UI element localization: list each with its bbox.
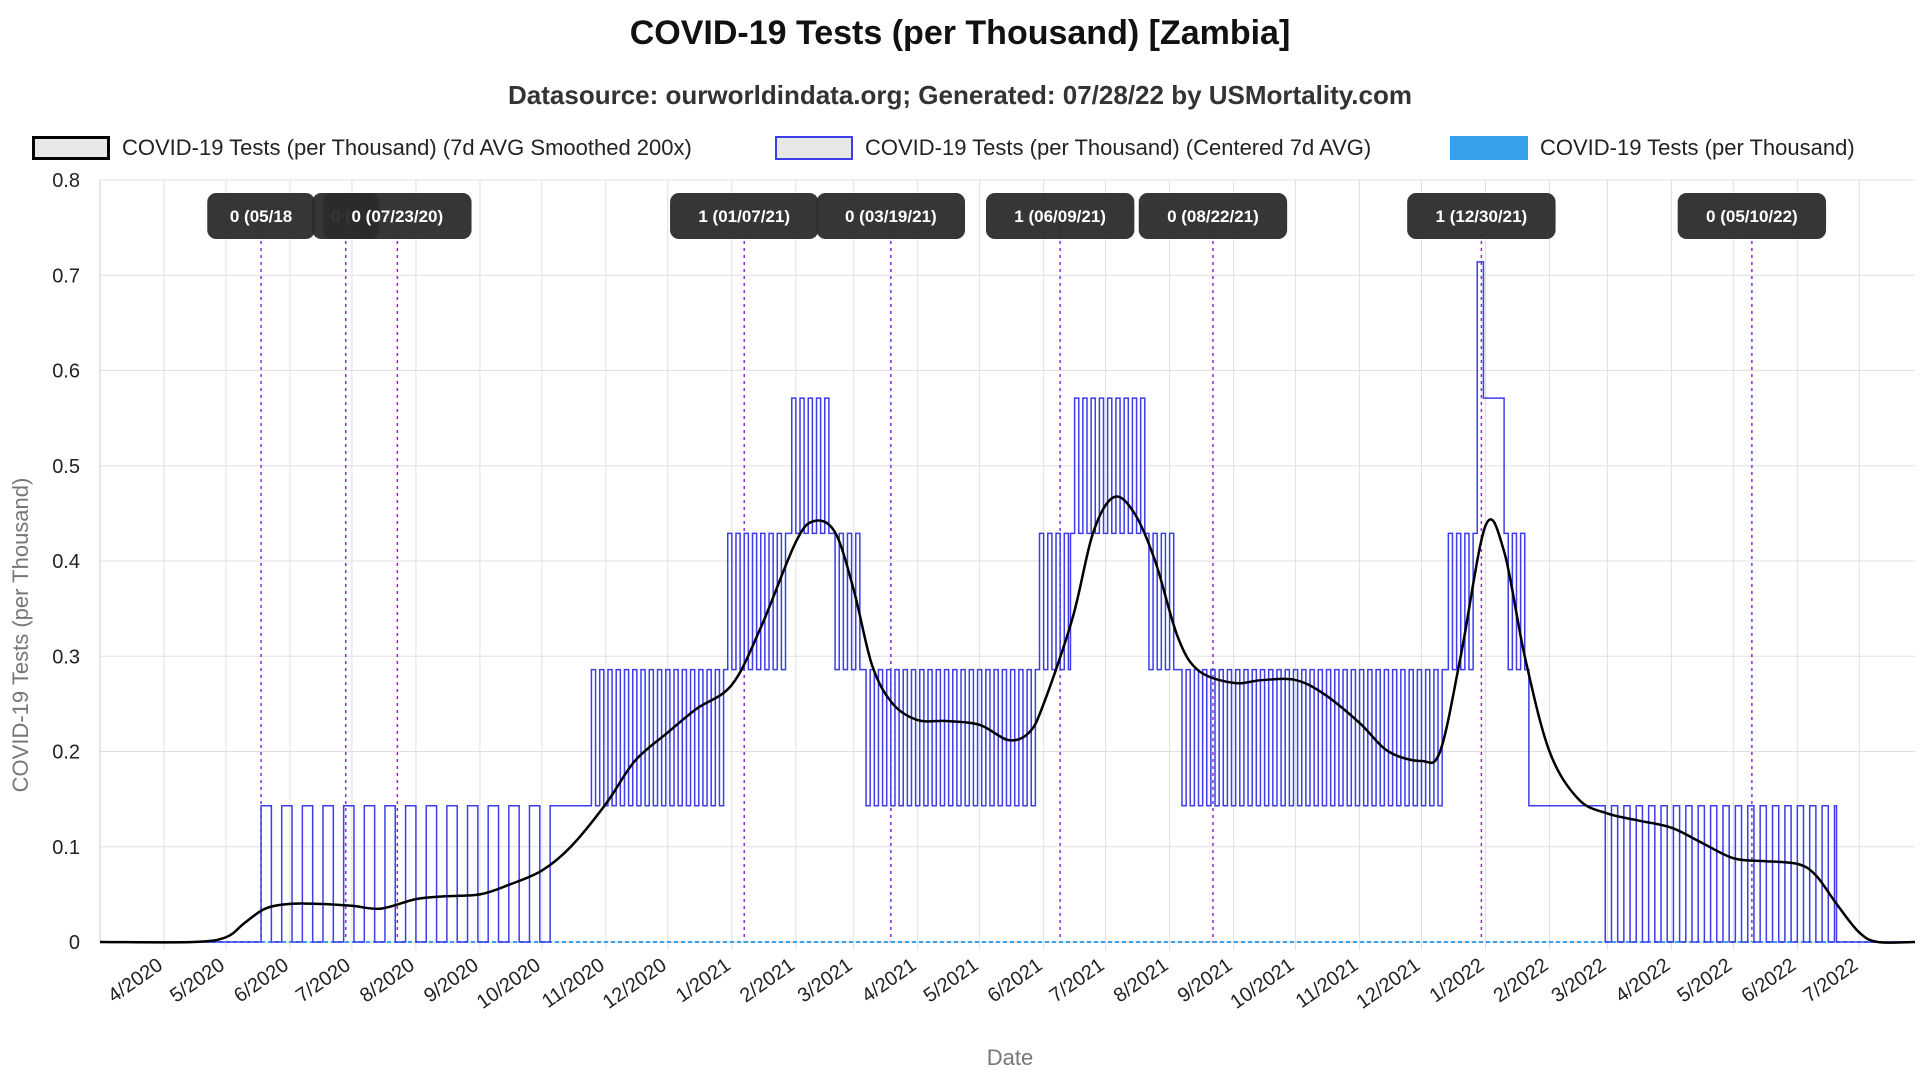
x-tick-label: 6/2020 — [230, 954, 293, 1007]
x-tick-label: 1/2021 — [672, 954, 735, 1007]
legend-item-centered[interactable]: COVID-19 Tests (per Thousand) (Centered … — [775, 130, 1371, 166]
x-tick-label: 10/2021 — [1227, 954, 1299, 1013]
legend-label-raw: COVID-19 Tests (per Thousand) — [1540, 135, 1855, 160]
annotation-label-box — [816, 193, 966, 239]
y-tick-label: 0.8 — [52, 170, 80, 192]
y-axis: 0 0.1 0.2 0.3 0.4 0.5 0.6 0.7 0.8 — [52, 170, 101, 954]
series-centered-line — [100, 261, 1915, 943]
annotation-label: 0 (03/19/21) — [816, 193, 966, 239]
x-tick-label: 12/2021 — [1353, 954, 1425, 1013]
legend-label-smoothed: COVID-19 Tests (per Thousand) (7d AVG Sm… — [122, 135, 692, 160]
y-tick-label: 0.1 — [52, 837, 80, 859]
y-tick-label: 0.6 — [52, 361, 80, 383]
series-lines — [99, 261, 1916, 944]
y-tick-label: 0.5 — [52, 456, 80, 478]
annotation-label: 1 (06/09/21) — [985, 193, 1135, 239]
x-tick-label: 8/2020 — [356, 954, 419, 1007]
x-tick-label: 5/2021 — [920, 954, 983, 1007]
annotation-label-text: 0 (03/19/21) — [845, 207, 937, 226]
annotation-label-text: 1 (01/07/21) — [698, 207, 790, 226]
annotation-markers — [260, 220, 1753, 942]
y-tick-label: 0.4 — [52, 551, 80, 573]
legend-swatch-centered — [775, 136, 853, 160]
annotation-label: 0 (05/10/22) — [1677, 193, 1827, 239]
annotation-label-text: 0 (07/23/20) — [351, 207, 443, 226]
x-tick-label: 4/2021 — [858, 954, 921, 1007]
legend-label-centered: COVID-19 Tests (per Thousand) (Centered … — [865, 135, 1372, 160]
y-axis-label: COVID-19 Tests (per Thousand) — [8, 478, 33, 793]
annotation-labels: 0 (05/180 (00 (07/23/20)1 (01/07/21)0 (0… — [207, 193, 1827, 239]
chart-title: COVID-19 Tests (per Thousand) [Zambia] — [629, 14, 1291, 52]
annotation-label: 0 (07/23/20) — [323, 193, 472, 239]
annotation-label-text: 1 (12/30/21) — [1436, 207, 1528, 226]
legend-swatch-smoothed — [32, 136, 110, 160]
x-tick-label: 4/2022 — [1611, 954, 1674, 1007]
x-tick-label: 11/2021 — [1292, 954, 1363, 1013]
x-tick-label: 5/2020 — [166, 954, 229, 1007]
x-axis: 4/2020 5/2020 6/2020 7/2020 8/2020 9/202010/2… — [100, 941, 1915, 1014]
legend-swatch-raw — [1450, 136, 1528, 160]
grid-lines — [100, 179, 1915, 950]
annotation-label-box — [1407, 193, 1556, 239]
annotation-label: 0 (05/18 — [207, 193, 315, 239]
x-axis-label: Date — [987, 1045, 1033, 1070]
y-tick-label: 0.2 — [52, 742, 80, 764]
x-tick-label: 11/2020 — [538, 954, 609, 1013]
legend-item-smoothed[interactable]: COVID-19 Tests (per Thousand) (7d AVG Sm… — [32, 130, 692, 166]
x-tick-label: 1/2022 — [1426, 954, 1489, 1007]
x-tick-label: 6/2021 — [984, 954, 1047, 1007]
x-tick-label: 9/2020 — [420, 954, 483, 1007]
annotation-label-box — [985, 193, 1135, 239]
x-tick-label: 3/2021 — [794, 954, 857, 1007]
x-tick-label: 8/2021 — [1110, 954, 1173, 1007]
x-tick-label: 12/2020 — [599, 954, 671, 1013]
annotation-label-box — [1677, 193, 1827, 239]
x-tick-label: 2/2021 — [736, 954, 799, 1007]
y-tick-label: 0.7 — [52, 265, 80, 287]
legend: COVID-19 Tests (per Thousand) (7d AVG Sm… — [0, 130, 1920, 166]
annotation-label-box — [323, 193, 472, 239]
annotation-label: 1 (01/07/21) — [670, 193, 819, 239]
x-tick-label: 4/2020 — [104, 954, 167, 1007]
x-tick-label: 7/2022 — [1799, 954, 1862, 1007]
annotation-label-text: 1 (06/09/21) — [1014, 207, 1106, 226]
annotation-label: 0 (08/22/21) — [1138, 193, 1288, 239]
x-tick-label: 9/2021 — [1174, 954, 1237, 1007]
y-tick-label: 0 — [69, 932, 80, 954]
annotation-label-box — [1138, 193, 1288, 239]
annotation-label-box — [670, 193, 819, 239]
annotation-label-text: 0 (05/10/22) — [1706, 207, 1798, 226]
x-tick-label: 10/2020 — [473, 954, 545, 1013]
x-tick-label: 5/2022 — [1673, 954, 1736, 1007]
legend-item-raw[interactable]: COVID-19 Tests (per Thousand) — [1450, 130, 1855, 166]
annotation-label: 1 (12/30/21) — [1407, 193, 1556, 239]
x-tick-label: 2/2022 — [1490, 954, 1553, 1007]
chart-subtitle: Datasource: ourworldindata.org; Generate… — [508, 80, 1412, 110]
y-tick-label: 0.3 — [52, 646, 80, 668]
x-tick-label: 7/2020 — [292, 954, 355, 1007]
x-tick-label: 6/2022 — [1737, 954, 1800, 1007]
x-tick-label: 7/2021 — [1046, 954, 1109, 1007]
annotation-label-text: 0 (08/22/21) — [1167, 207, 1259, 226]
annotation-label-box — [207, 193, 315, 239]
x-tick-label: 3/2022 — [1547, 954, 1610, 1007]
series-smoothed-line — [99, 495, 1916, 944]
annotation-label-text: 0 (05/18 — [230, 207, 292, 226]
